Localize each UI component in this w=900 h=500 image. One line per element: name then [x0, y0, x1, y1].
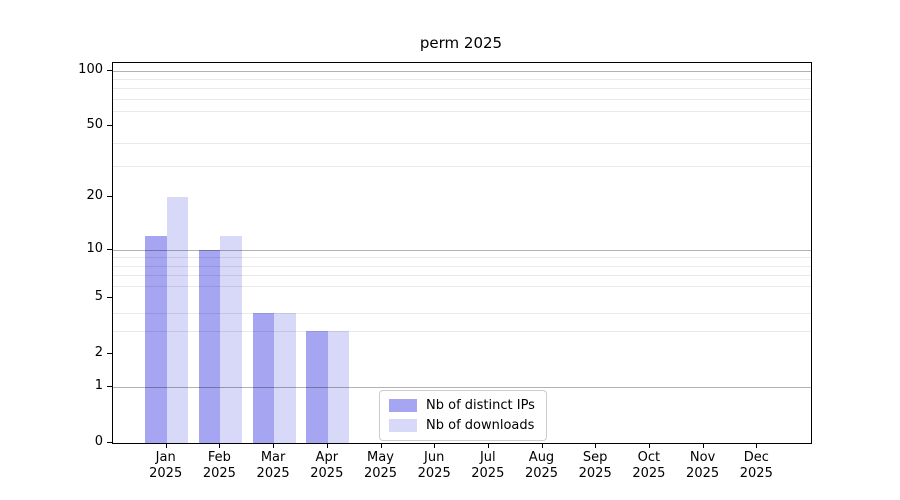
x-tick-label-aug: Aug 2025	[524, 450, 559, 481]
gridline-3	[113, 331, 811, 333]
gridline-30	[113, 165, 811, 167]
y-tick-0	[107, 442, 112, 443]
y-tick-10	[107, 248, 112, 250]
x-tick-label-jun: Jun 2025	[417, 450, 451, 481]
y-tick-2	[107, 353, 112, 355]
x-tick-label-sep: Sep 2025	[578, 450, 612, 481]
bar-downloads-apr	[327, 331, 350, 443]
x-tick-jan	[165, 443, 167, 448]
legend-swatch-downloads-icon	[389, 419, 417, 432]
gridline-100	[113, 70, 811, 72]
x-tick-label-nov: Nov 2025	[686, 450, 720, 481]
y-tick-label-0: 0	[94, 434, 103, 449]
plot-area: Nb of distinct IPs Nb of downloads	[112, 62, 812, 444]
x-tick-label-oct: Oct 2025	[632, 450, 666, 481]
x-tick-feb	[219, 443, 221, 448]
legend-swatch-distinct-ips-icon	[389, 399, 417, 412]
x-tick-label-jul: Jul 2025	[471, 450, 505, 481]
gridline-80	[113, 88, 811, 90]
y-tick-50	[107, 124, 112, 126]
gridline-90	[113, 79, 811, 80]
bar-downloads-jan	[166, 197, 189, 443]
y-tick-5	[107, 297, 112, 299]
x-tick-nov	[702, 443, 704, 448]
x-tick-mar	[273, 443, 275, 448]
bar-distinct-ips-jan	[145, 236, 167, 443]
x-tick-may	[380, 443, 382, 448]
legend-item-downloads: Nb of downloads	[389, 418, 535, 433]
gridline-6	[113, 286, 811, 287]
y-tick-label-100: 100	[78, 61, 103, 77]
x-tick-label-may: May 2025	[363, 450, 398, 481]
y-tick-label-20: 20	[86, 188, 103, 204]
bar-downloads-feb	[220, 236, 242, 443]
legend-label-distinct-ips: Nb of distinct IPs	[426, 398, 535, 413]
y-tick-label-10: 10	[86, 240, 103, 256]
y-tick-label-2: 2	[94, 345, 103, 361]
gridline-8	[113, 265, 811, 267]
gridline-7	[113, 275, 811, 277]
legend: Nb of distinct IPs Nb of downloads	[379, 390, 547, 441]
legend-item-distinct-ips: Nb of distinct IPs	[389, 398, 535, 413]
x-tick-apr	[326, 443, 328, 448]
x-tick-label-dec: Dec 2025	[739, 450, 773, 481]
x-tick-jun	[434, 443, 436, 448]
y-tick-20	[107, 196, 112, 198]
gridline-60	[113, 111, 811, 113]
y-tick-1	[107, 386, 112, 388]
gridline-70	[113, 99, 811, 101]
x-tick-aug	[541, 443, 543, 448]
y-tick-100	[107, 69, 112, 71]
bar-distinct-ips-mar	[252, 313, 275, 443]
x-tick-label-mar: Mar 2025	[256, 450, 290, 481]
x-tick-oct	[648, 443, 650, 448]
x-tick-label-apr: Apr 2025	[310, 450, 344, 481]
gridline-10	[113, 249, 811, 251]
legend-label-downloads: Nb of downloads	[426, 418, 535, 433]
gridline-1	[113, 387, 811, 389]
y-tick-label-1: 1	[94, 378, 103, 394]
y-tick-label-5: 5	[94, 289, 103, 305]
bar-distinct-ips-apr	[306, 331, 328, 443]
chart-title: perm 2025	[419, 34, 503, 52]
gridline-9	[113, 257, 811, 259]
x-tick-label-feb: Feb 2025	[202, 450, 236, 481]
gridline-4	[113, 313, 811, 315]
bar-distinct-ips-feb	[198, 249, 221, 443]
x-tick-jul	[487, 443, 489, 448]
gridline-40	[113, 143, 811, 145]
x-tick-dec	[756, 443, 758, 448]
x-tick-label-jan: Jan 2025	[149, 450, 183, 481]
bar-downloads-mar	[274, 313, 296, 443]
x-tick-sep	[595, 443, 597, 448]
y-tick-label-50: 50	[86, 116, 103, 132]
